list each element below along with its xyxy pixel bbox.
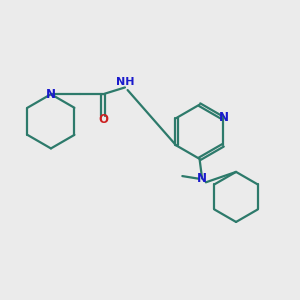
Text: N: N — [46, 88, 56, 101]
Text: N: N — [197, 172, 207, 185]
Text: NH: NH — [116, 77, 135, 87]
Text: O: O — [98, 113, 108, 126]
Text: N: N — [219, 111, 229, 124]
